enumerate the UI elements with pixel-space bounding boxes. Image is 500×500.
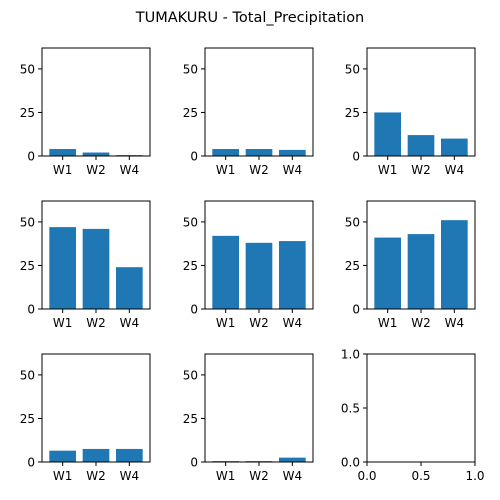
x-tick-label: W4 bbox=[445, 316, 465, 330]
axes-frame bbox=[41, 47, 151, 157]
x-tick-label: W4 bbox=[283, 469, 303, 483]
x-tick-label: 0.5 bbox=[411, 469, 430, 483]
subplot-1: W1 W2 W4 0 25 50 bbox=[20, 47, 151, 177]
bar-w4 bbox=[279, 241, 306, 309]
bar-w4 bbox=[116, 448, 143, 462]
subplot-7: W1 W2 W4 0 25 50 bbox=[20, 353, 151, 483]
x-tick-label: W2 bbox=[249, 163, 269, 177]
y-tick-label: 25 bbox=[183, 259, 198, 273]
subplot-3: W1 W2 W4 0 25 50 bbox=[345, 47, 476, 177]
bar-w2 bbox=[82, 152, 110, 156]
y-tick-label: 25 bbox=[20, 412, 35, 426]
x-tick-label: W2 bbox=[249, 469, 269, 483]
bar-w2 bbox=[82, 228, 110, 309]
x-tick-label: W4 bbox=[283, 163, 303, 177]
y-tick-label: 25 bbox=[345, 106, 360, 120]
bar-w2 bbox=[407, 135, 435, 156]
bar-w4 bbox=[279, 457, 306, 462]
y-tick-label: 0 bbox=[190, 303, 198, 317]
y-tick-label: 0 bbox=[27, 456, 35, 470]
y-tick-label: 0 bbox=[352, 150, 360, 164]
bar-w1 bbox=[49, 450, 76, 462]
y-tick-label: 50 bbox=[183, 62, 198, 76]
axes-frame bbox=[204, 47, 314, 157]
x-tick-label: 0.0 bbox=[357, 469, 376, 483]
x-tick-label: W1 bbox=[53, 163, 73, 177]
y-tick-label: 0 bbox=[190, 150, 198, 164]
subplot-8: W1 W2 W4 0 25 50 bbox=[183, 353, 314, 483]
axes-frame bbox=[41, 353, 151, 463]
y-tick-label: 0.5 bbox=[341, 402, 360, 416]
y-tick-label: 0 bbox=[352, 303, 360, 317]
x-tick-label: W2 bbox=[249, 316, 269, 330]
subplot-5: W1 W2 W4 0 25 50 bbox=[183, 200, 314, 330]
axes-frame bbox=[366, 200, 476, 310]
bar-w4 bbox=[441, 220, 468, 309]
y-tick-label: 50 bbox=[345, 62, 360, 76]
y-tick-label: 0 bbox=[27, 150, 35, 164]
y-tick-label: 25 bbox=[20, 106, 35, 120]
x-tick-label: W1 bbox=[216, 469, 236, 483]
x-tick-label: W2 bbox=[411, 163, 431, 177]
x-tick-label: W1 bbox=[216, 316, 236, 330]
axes-frame bbox=[41, 200, 151, 310]
x-tick-label: W1 bbox=[378, 163, 398, 177]
x-tick-label: W4 bbox=[445, 163, 465, 177]
figure-title: TUMAKURU - Total_Precipitation bbox=[135, 10, 365, 26]
x-tick-label: W4 bbox=[120, 163, 140, 177]
y-tick-label: 0.0 bbox=[341, 456, 360, 470]
bar-w2 bbox=[82, 448, 110, 462]
bar-w1 bbox=[212, 149, 239, 156]
bar-w1 bbox=[374, 112, 401, 156]
bar-w2 bbox=[245, 149, 273, 156]
y-tick-label: 1.0 bbox=[341, 348, 360, 362]
y-tick-label: 25 bbox=[345, 259, 360, 273]
x-tick-label: W2 bbox=[86, 316, 106, 330]
x-tick-label: W1 bbox=[378, 316, 398, 330]
y-tick-label: 0 bbox=[190, 456, 198, 470]
x-tick-label: W1 bbox=[53, 316, 73, 330]
x-tick-label: W1 bbox=[53, 469, 73, 483]
bar-w1 bbox=[49, 149, 76, 156]
y-tick-label: 50 bbox=[20, 368, 35, 382]
y-tick-label: 50 bbox=[345, 215, 360, 229]
x-tick-label: W4 bbox=[283, 316, 303, 330]
subplot-9: 0.0 0.5 1.0 0.0 0.5 1.0 bbox=[341, 348, 485, 484]
y-tick-label: 50 bbox=[20, 215, 35, 229]
y-tick-label: 0 bbox=[27, 303, 35, 317]
axes-frame bbox=[204, 353, 314, 463]
bar-w1 bbox=[212, 235, 239, 309]
axes-frame bbox=[204, 200, 314, 310]
bar-w1 bbox=[49, 227, 76, 309]
y-tick-label: 25 bbox=[183, 412, 198, 426]
y-tick-label: 25 bbox=[20, 259, 35, 273]
subplot-grid: W1 W2 W4 0 25 50 W1 W2 W4 0 25 50 W1 W2 W4 0 25 50 W1 W2 W4 0… bbox=[20, 47, 485, 484]
x-tick-label: W2 bbox=[411, 316, 431, 330]
x-tick-label: W1 bbox=[216, 163, 236, 177]
subplot-2: W1 W2 W4 0 25 50 bbox=[183, 47, 314, 177]
bar-w2 bbox=[245, 242, 273, 309]
bar-w4 bbox=[116, 267, 143, 309]
y-tick-label: 50 bbox=[20, 62, 35, 76]
x-tick-label: 1.0 bbox=[465, 469, 484, 483]
y-tick-label: 25 bbox=[183, 106, 198, 120]
x-tick-label: W4 bbox=[120, 469, 140, 483]
axes-frame bbox=[366, 47, 476, 157]
y-tick-label: 50 bbox=[183, 368, 198, 382]
subplot-4: W1 W2 W4 0 25 50 bbox=[20, 200, 151, 330]
bar-w4 bbox=[441, 138, 468, 156]
bar-w2 bbox=[407, 234, 435, 309]
x-tick-label: W2 bbox=[86, 469, 106, 483]
bar-w1 bbox=[374, 237, 401, 309]
y-tick-label: 50 bbox=[183, 215, 198, 229]
x-tick-label: W4 bbox=[120, 316, 140, 330]
x-tick-label: W2 bbox=[86, 163, 106, 177]
bar-w4 bbox=[279, 149, 306, 156]
subplot-6: W1 W2 W4 0 25 50 bbox=[345, 200, 476, 330]
axes-frame bbox=[366, 353, 476, 463]
